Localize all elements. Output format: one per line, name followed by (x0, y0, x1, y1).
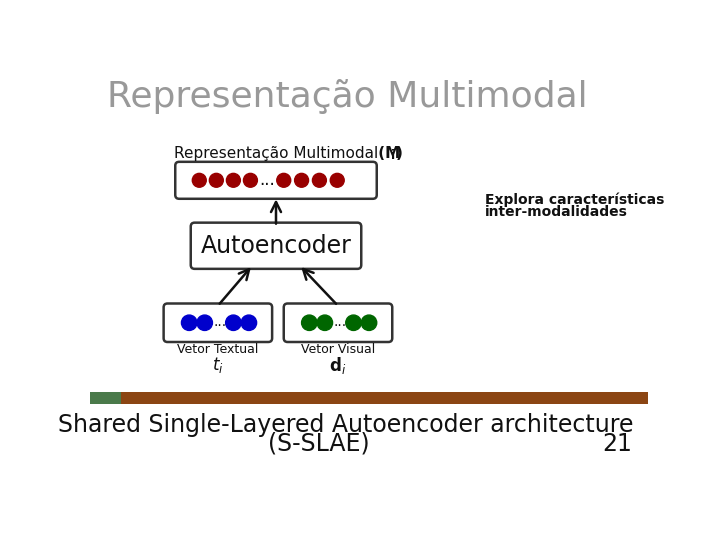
Circle shape (346, 315, 361, 330)
Text: ...: ... (258, 171, 274, 188)
Circle shape (197, 315, 212, 330)
Text: inter-modalidades: inter-modalidades (485, 205, 628, 219)
Circle shape (226, 173, 240, 187)
Circle shape (317, 315, 333, 330)
Text: Autoencoder: Autoencoder (201, 234, 351, 258)
Bar (121, 392, 648, 404)
FancyBboxPatch shape (191, 222, 361, 269)
Text: Representação Multimodal: Representação Multimodal (174, 146, 378, 161)
Circle shape (225, 315, 241, 330)
Circle shape (276, 173, 291, 187)
Text: i: i (391, 149, 395, 162)
Circle shape (294, 173, 309, 187)
Circle shape (361, 315, 377, 330)
Circle shape (312, 173, 326, 187)
Circle shape (192, 173, 206, 187)
Circle shape (210, 173, 223, 187)
Text: $\mathbf{d}_i$: $\mathbf{d}_i$ (329, 355, 346, 376)
Text: Vetor Textual: Vetor Textual (177, 343, 258, 356)
Text: (M: (M (373, 146, 400, 161)
Text: Vetor Visual: Vetor Visual (301, 343, 375, 356)
Text: ...: ... (334, 315, 347, 329)
Text: Shared Single-Layered Autoencoder architecture: Shared Single-Layered Autoencoder archit… (58, 413, 634, 437)
Bar (90, 392, 121, 404)
FancyBboxPatch shape (163, 303, 272, 342)
FancyBboxPatch shape (175, 162, 377, 199)
Circle shape (302, 315, 317, 330)
Text: ...: ... (214, 315, 227, 329)
FancyBboxPatch shape (284, 303, 392, 342)
Text: $\mathit{t}_i$: $\mathit{t}_i$ (212, 355, 224, 375)
Text: (S-SLAE): (S-SLAE) (268, 431, 369, 456)
Text: 21: 21 (602, 431, 632, 456)
Circle shape (181, 315, 197, 330)
Circle shape (241, 315, 256, 330)
Circle shape (243, 173, 258, 187)
Text: Representação Multimodal: Representação Multimodal (107, 79, 588, 113)
Text: Explora características: Explora características (485, 192, 665, 207)
Text: ): ) (396, 146, 403, 161)
Circle shape (330, 173, 344, 187)
